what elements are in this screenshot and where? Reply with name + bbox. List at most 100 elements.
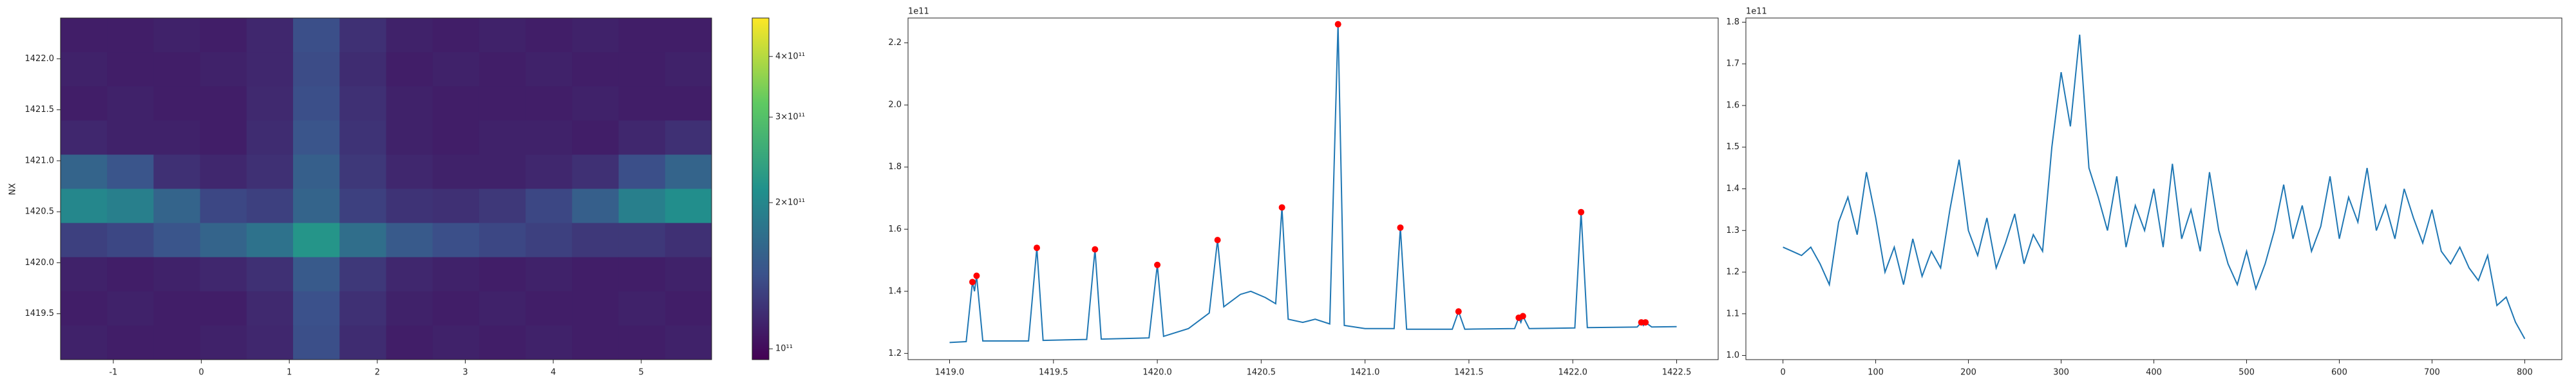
heat-cell	[665, 18, 712, 53]
heat-cell	[293, 325, 340, 360]
heat-cell	[107, 291, 154, 326]
heat-cell	[339, 52, 386, 87]
heat-cell	[572, 18, 620, 53]
x-tick-label: 0	[1780, 368, 1785, 378]
colorbar-tick-label: 3×10¹¹	[775, 113, 805, 122]
heat-cell	[339, 120, 386, 155]
heat-cell	[665, 120, 712, 155]
heat-cell	[293, 223, 340, 258]
heat-cell	[526, 188, 573, 224]
heat-cell	[246, 154, 294, 189]
peak-marker	[1092, 246, 1099, 253]
heat-cell	[153, 291, 201, 326]
heat-cell	[618, 188, 666, 224]
x-tick-label: 200	[1960, 368, 1976, 378]
y-tick-label: 1421.5	[25, 105, 55, 115]
heat-cell	[200, 18, 247, 53]
heat-cell	[526, 291, 573, 326]
heat-cell	[618, 223, 666, 258]
heat-cell	[478, 86, 526, 121]
x-tick-label: 1421.0	[1350, 368, 1380, 378]
heat-cell	[200, 188, 247, 224]
heat-cell	[665, 154, 712, 189]
heat-cell	[107, 257, 154, 292]
heat-cell	[665, 223, 712, 258]
heat-cell	[61, 154, 108, 189]
colorbar-tick-label: 2×10¹¹	[775, 198, 805, 207]
heat-cell	[526, 52, 573, 87]
x-tick-label: 2	[375, 368, 380, 378]
heat-cell	[386, 257, 433, 292]
y-tick-label: 1.4	[1726, 184, 1739, 194]
heat-cell	[665, 325, 712, 360]
peak-marker	[1278, 204, 1285, 211]
heat-cell	[665, 52, 712, 87]
axes-frame	[60, 17, 712, 360]
heat-cell	[61, 52, 108, 87]
heat-cell	[432, 291, 480, 326]
heat-cell	[153, 325, 201, 360]
heat-cell	[246, 188, 294, 224]
heat-cell	[432, 154, 480, 189]
heat-cell	[386, 291, 433, 326]
heat-cell	[246, 223, 294, 258]
heat-cell	[478, 154, 526, 189]
heat-cell	[293, 257, 340, 292]
y-tick-label: 1.2	[888, 349, 902, 358]
x-tick-label: 3	[462, 368, 468, 378]
heat-cell	[572, 52, 620, 87]
heat-cell	[246, 257, 294, 292]
y-tick-label: 1420.5	[25, 207, 55, 217]
heat-cell	[339, 86, 386, 121]
heat-cell	[339, 223, 386, 258]
heat-cell	[386, 188, 433, 224]
y-tick-label: 1420.0	[25, 258, 55, 268]
heat-cell	[572, 257, 620, 292]
heat-cell	[107, 86, 154, 121]
heat-cell	[200, 291, 247, 326]
peak-marker	[969, 279, 976, 286]
heat-cell	[618, 257, 666, 292]
heat-cell	[432, 18, 480, 53]
heat-cell	[432, 325, 480, 360]
heat-cell	[432, 223, 480, 258]
x-tick-label: 1422.0	[1558, 368, 1587, 378]
x-tick-label: 100	[1868, 368, 1884, 378]
heat-cell	[572, 325, 620, 360]
x-tick-label: 0	[198, 368, 204, 378]
heat-cell	[386, 52, 433, 87]
axes-frame	[907, 17, 1719, 360]
heat-cell	[339, 18, 386, 53]
heat-cell	[432, 257, 480, 292]
heat-cell	[478, 325, 526, 360]
heat-cell	[526, 120, 573, 155]
colorbar-tick-label: 4×10¹¹	[775, 51, 805, 61]
heat-cell	[478, 257, 526, 292]
heat-cell	[386, 325, 433, 360]
heat-cell	[293, 291, 340, 326]
heat-cell	[107, 52, 154, 87]
heat-cell	[526, 325, 573, 360]
y-tick-label: 1.6	[888, 225, 902, 234]
heat-cell	[153, 188, 201, 224]
peak-marker	[1154, 261, 1161, 268]
y-tick-label: 2.0	[888, 100, 902, 110]
x-tick-label: 800	[2517, 368, 2533, 378]
heat-cell	[386, 18, 433, 53]
heat-cell	[61, 120, 108, 155]
heat-cell	[200, 120, 247, 155]
heat-cell	[618, 291, 666, 326]
heat-cell	[61, 325, 108, 360]
heat-cell	[153, 86, 201, 121]
heat-cell	[61, 18, 108, 53]
x-tick-label: 1421.5	[1454, 368, 1484, 378]
heat-cell	[572, 188, 620, 224]
heat-cell	[107, 18, 154, 53]
offset-label: 1e11	[1746, 7, 1767, 17]
heat-cell	[293, 52, 340, 87]
heat-cell	[572, 86, 620, 121]
heat-cell	[339, 188, 386, 224]
y-axis-label: NX	[8, 183, 18, 196]
x-tick-label: 1420.5	[1247, 368, 1276, 378]
x-tick-label: -1	[109, 368, 117, 378]
